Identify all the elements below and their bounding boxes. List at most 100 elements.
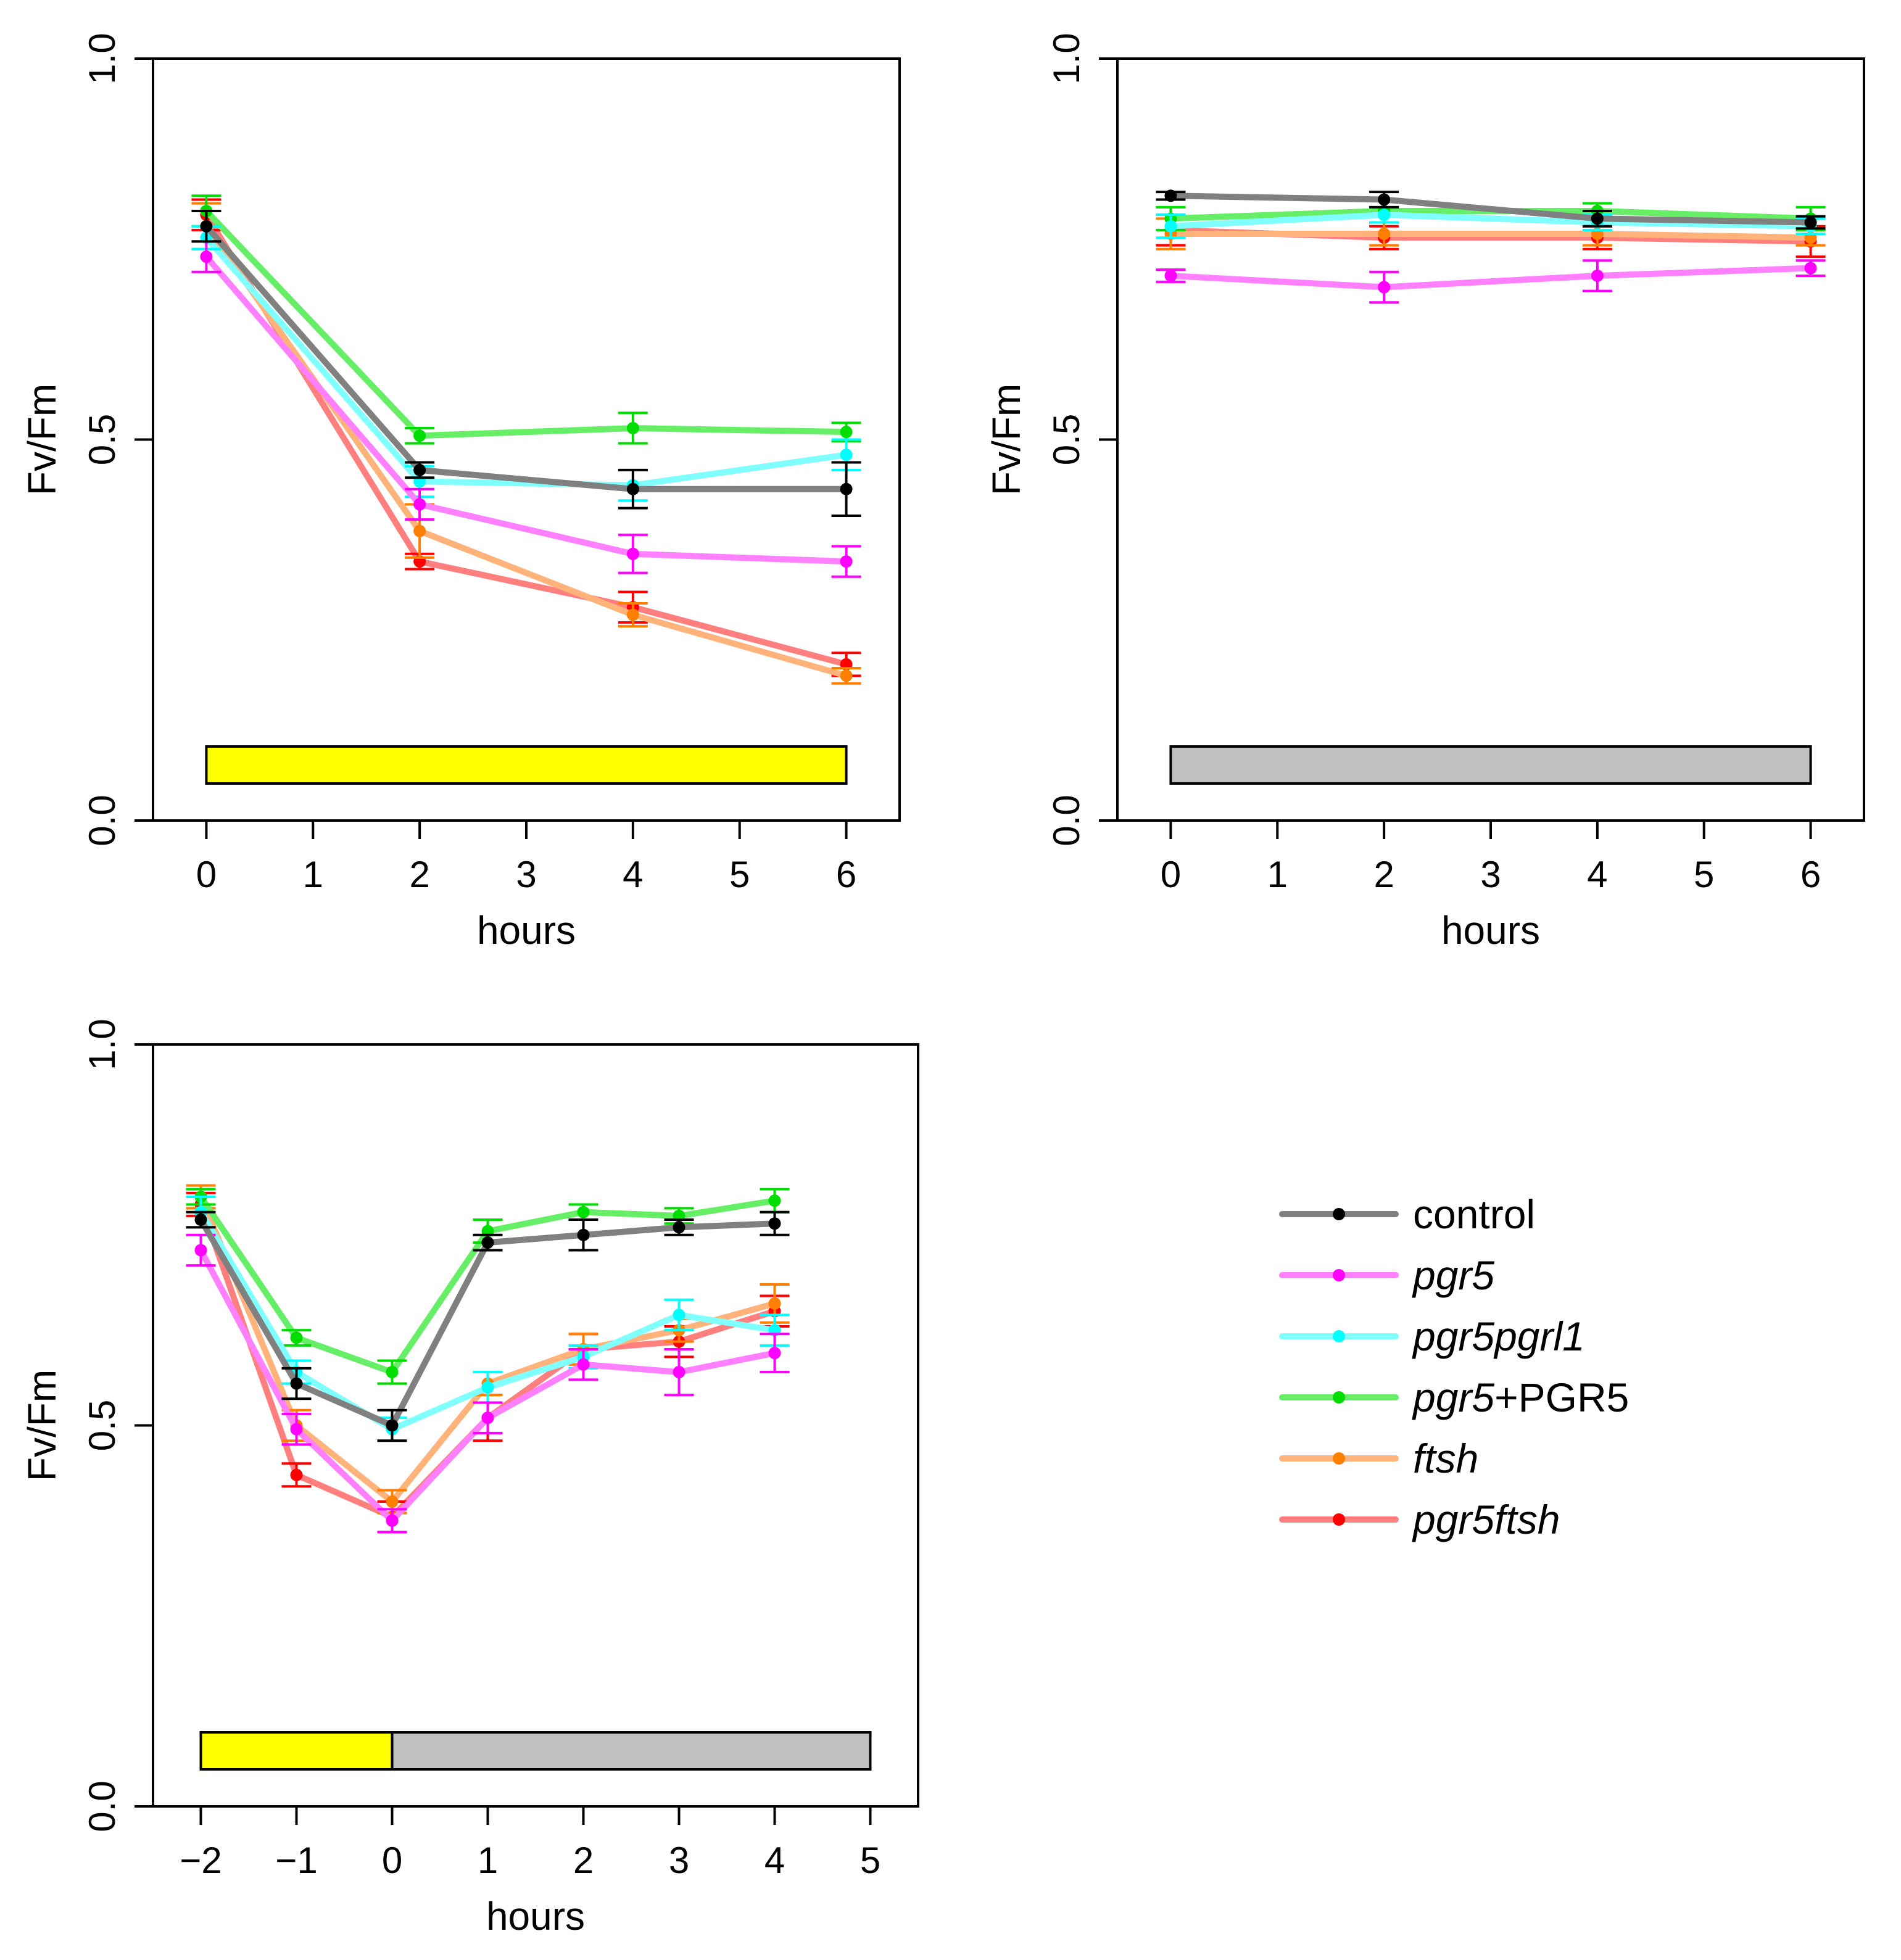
x-tick-label: 1 xyxy=(1267,854,1288,895)
x-tick-label: 5 xyxy=(1694,854,1714,895)
data-point xyxy=(768,1297,781,1310)
x-tick-label: 0 xyxy=(1161,854,1181,895)
series-control xyxy=(186,1210,790,1442)
data-point xyxy=(840,449,853,461)
data-point xyxy=(413,429,426,442)
series-pgr5_PGR5 xyxy=(191,194,861,445)
panel-darkness: 0 1 2 3 4 5 6 0.0 0.5 1.0 hours Fv/Fm xyxy=(984,33,1865,953)
series-line xyxy=(203,254,850,565)
legend-label: pgr5pgrl1 xyxy=(1412,1313,1585,1359)
series-control xyxy=(191,210,861,517)
data-point xyxy=(200,220,213,233)
legend-item-ftsh: ftsh xyxy=(1279,1436,1478,1481)
series-control xyxy=(1156,189,1826,230)
condition-bar-light xyxy=(199,1731,394,1771)
series-line xyxy=(203,223,850,679)
plot-frame xyxy=(1116,57,1865,822)
series-line xyxy=(203,212,850,668)
y-tick-label: 1.0 xyxy=(81,1019,123,1070)
data-point xyxy=(386,1366,399,1379)
x-tick-label: 0 xyxy=(196,854,217,895)
panel-high-light: 0 1 2 3 4 5 6 0.0 0.5 1.0 hours Fv/Fm xyxy=(20,33,901,953)
y-tick-label: 0.0 xyxy=(81,795,123,846)
series-line xyxy=(203,234,850,489)
x-tick-label: 3 xyxy=(516,854,536,895)
legend-swatch-point xyxy=(1333,1452,1345,1465)
series-pgr5 xyxy=(1156,259,1826,304)
data-point xyxy=(626,482,639,495)
plot-frame xyxy=(152,57,901,822)
legend-swatch-point xyxy=(1333,1391,1345,1404)
series-line xyxy=(1167,231,1814,241)
legend-item-pgr5: pgr5 xyxy=(1279,1252,1494,1298)
data-point xyxy=(1164,189,1177,202)
series-line xyxy=(1167,212,1814,229)
data-point xyxy=(194,1244,207,1257)
legend-label: pgr5+PGR5 xyxy=(1412,1375,1629,1420)
legend-label: ftsh xyxy=(1413,1436,1478,1481)
legend-swatch-point xyxy=(1333,1513,1345,1526)
x-axis-label: hours xyxy=(477,908,576,953)
data-point xyxy=(840,555,853,568)
data-point xyxy=(413,524,426,537)
data-point xyxy=(290,1377,303,1390)
x-tick-label: 3 xyxy=(669,1840,689,1881)
data-point xyxy=(1804,216,1817,229)
data-point xyxy=(840,669,853,682)
legend-swatch-point xyxy=(1333,1269,1345,1281)
legend-label: pgr5 xyxy=(1412,1252,1494,1298)
series-pgr5pgrl1 xyxy=(191,225,861,502)
plot-frame xyxy=(152,1043,919,1808)
x-tick-label: −1 xyxy=(275,1840,317,1881)
x-tick-label: 1 xyxy=(303,854,323,895)
x-tick-label: 5 xyxy=(860,1840,880,1881)
data-point xyxy=(1378,193,1391,206)
data-point xyxy=(1164,220,1177,233)
data-point xyxy=(413,498,426,511)
y-tick-label: 0.0 xyxy=(1046,795,1087,846)
series-line xyxy=(1167,265,1814,291)
data-point xyxy=(577,1358,590,1371)
series-pgr5 xyxy=(191,240,861,578)
x-tick-label: 6 xyxy=(836,854,856,895)
data-point xyxy=(1164,269,1177,282)
series-pgr5 xyxy=(186,1233,790,1534)
data-point xyxy=(1378,281,1391,294)
x-tick-label: 5 xyxy=(729,854,750,895)
y-tick-label: 0.0 xyxy=(81,1780,123,1832)
legend-item-control: control xyxy=(1279,1191,1535,1237)
series-line xyxy=(1167,192,1814,226)
data-point xyxy=(413,463,426,476)
series-line xyxy=(203,223,850,492)
data-point xyxy=(481,1381,494,1394)
y-axis-label: Fv/Fm xyxy=(20,384,64,495)
legend-item-pgr5_PGR5: pgr5+PGR5 xyxy=(1279,1375,1629,1420)
x-tick-label: 6 xyxy=(1800,854,1821,895)
data-point xyxy=(1591,269,1604,282)
x-tick-label: 1 xyxy=(478,1840,498,1881)
data-point xyxy=(481,1236,494,1249)
x-tick-label: 4 xyxy=(764,1840,785,1881)
data-point xyxy=(626,547,639,560)
x-tick-label: −2 xyxy=(180,1840,222,1881)
y-tick-label: 1.0 xyxy=(81,33,123,84)
x-tick-label: 2 xyxy=(1373,854,1394,895)
y-tick-label: 1.0 xyxy=(1046,33,1087,84)
data-point xyxy=(840,426,853,439)
data-point xyxy=(768,1347,781,1360)
x-tick-label: 2 xyxy=(573,1840,594,1881)
legend-label: pgr5ftsh xyxy=(1412,1497,1560,1542)
y-axis-label: Fv/Fm xyxy=(984,384,1029,495)
data-point xyxy=(290,1331,303,1344)
legend-swatch-point xyxy=(1333,1208,1345,1220)
x-tick-label: 4 xyxy=(623,854,643,895)
data-point xyxy=(1378,228,1391,241)
condition-bar-dark xyxy=(391,1731,872,1771)
x-tick-label: 4 xyxy=(1587,854,1607,895)
data-point xyxy=(626,608,639,621)
legend-swatch-point xyxy=(1333,1330,1345,1342)
data-point xyxy=(577,1205,590,1218)
data-point xyxy=(290,1423,303,1436)
data-point xyxy=(481,1412,494,1425)
